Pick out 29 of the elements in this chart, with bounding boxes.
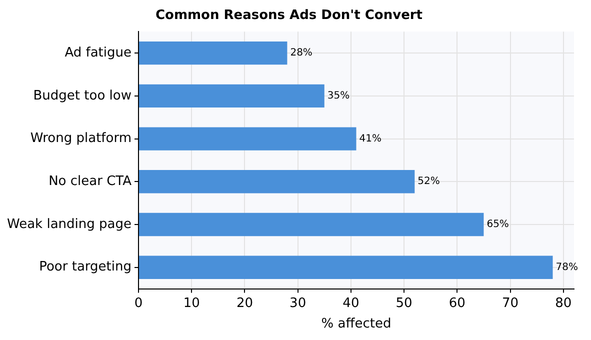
data-label: 65%: [486, 219, 509, 230]
bar: [138, 127, 356, 150]
chart-title: Common Reasons Ads Don't Convert: [155, 8, 423, 24]
y-tick-label: Budget too low: [33, 88, 132, 104]
data-label: 28%: [290, 48, 312, 59]
y-tick-label: Ad fatigue: [64, 45, 132, 60]
data-label: 52%: [418, 176, 440, 188]
data-label: 41%: [359, 133, 382, 144]
x-tick-label: 80: [555, 296, 572, 311]
y-tick-label: Poor targeting: [39, 260, 132, 275]
x-tick-label: 0: [134, 296, 143, 311]
bar: [138, 170, 415, 194]
x-tick-label: 20: [236, 296, 253, 311]
y-tick-label: No clear CTA: [48, 174, 132, 190]
x-axis-title: % affected: [321, 316, 392, 332]
x-tick-label: 30: [290, 296, 306, 311]
x-tick-label: 40: [342, 296, 360, 311]
bar: [138, 212, 484, 236]
x-tick-label: 50: [396, 296, 412, 311]
x-tick-label: 10: [183, 296, 200, 311]
bar: [138, 84, 324, 108]
data-label: 35%: [327, 90, 350, 102]
y-tick-label: Weak landing page: [6, 216, 132, 232]
bar: [138, 256, 553, 279]
bar: [138, 41, 288, 65]
x-tick-label: 70: [502, 296, 519, 311]
data-label: 78%: [556, 262, 578, 273]
x-tick-label: 60: [448, 296, 466, 311]
y-tick-label: Wrong platform: [30, 131, 132, 146]
